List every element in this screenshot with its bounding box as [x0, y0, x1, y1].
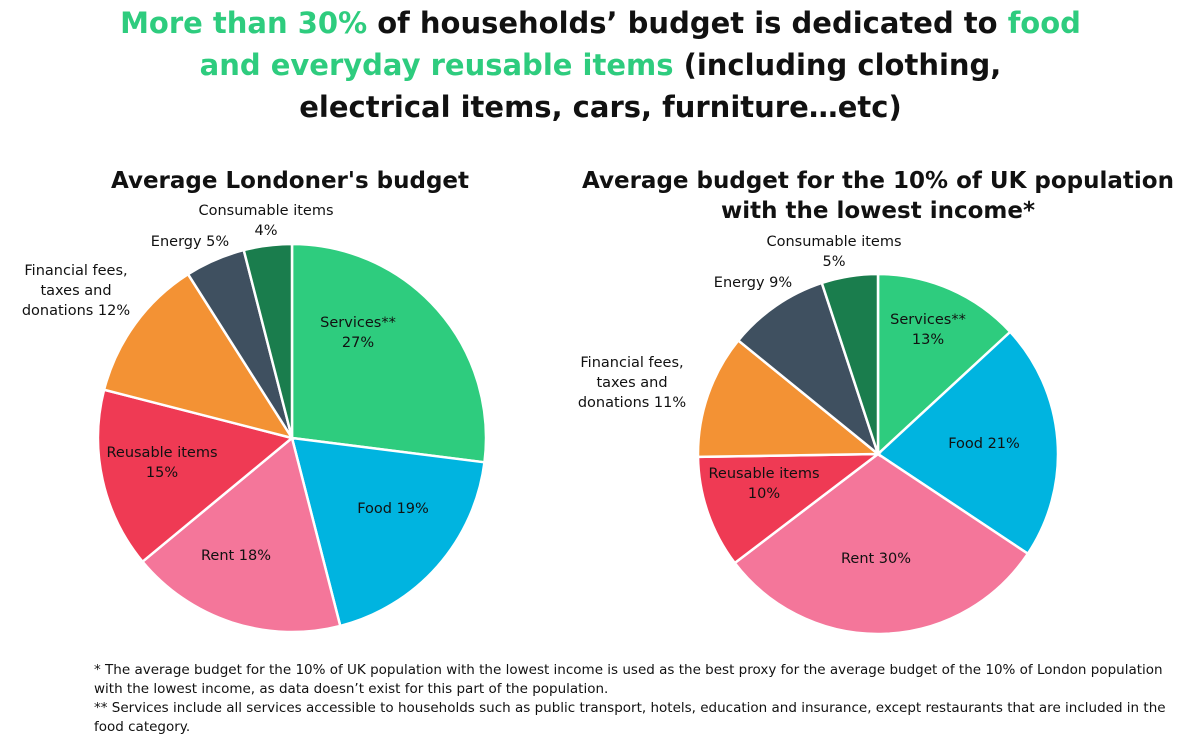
headline-line-1: More than 30% of households’ budget is d… [0, 2, 1201, 44]
pie-slice-rent [140, 435, 342, 634]
pie-slice-consumable [820, 272, 880, 455]
headline: More than 30% of households’ budget is d… [0, 2, 1201, 128]
pie-slice-reusable [696, 452, 882, 565]
headline-highlight-3: and everyday reusable items [199, 48, 674, 82]
slice-label-financial: Financial fees, taxes and donations 12% [22, 263, 130, 319]
slice-label-consumable: Consumable items 4% [198, 203, 333, 239]
pie-slice-reusable [96, 388, 295, 564]
pie-chart-1: Services** 27% Food 19% Rent 18% Reusable it… [22, 203, 488, 634]
slice-label-rent: Rent 18% [201, 548, 271, 564]
chart-title-line-2: with the lowest income* [721, 198, 1035, 224]
headline-text-3: electrical items, cars, furniture…etc) [299, 90, 902, 124]
slice-label-services: Services** 13% [890, 312, 966, 348]
slice-label-services: Services** 27% [320, 315, 396, 351]
chart-title-line-1: Average budget for the 10% of UK populat… [582, 168, 1174, 194]
footnote-lowest-income: * The average budget for the 10% of UK p… [94, 662, 1163, 697]
pie-slice-services [876, 272, 1012, 457]
pie-slice-food [875, 330, 1060, 556]
headline-text-2: (including clothing, [673, 48, 1002, 82]
pie-slice-financial [696, 338, 882, 459]
slice-label-financial: Financial fees, taxes and donations 11% [578, 355, 686, 411]
pie-chart-2: Services** 13% Food 21% Rent 30% Reusable it… [578, 234, 1060, 636]
headline-highlight-2: food [1007, 6, 1081, 40]
slice-label-rent: Rent 30% [841, 551, 911, 567]
pie-slice-consumable [242, 242, 294, 439]
headline-line-2: and everyday reusable items (including c… [0, 44, 1201, 86]
chart-title-lowest-income: Average budget for the 10% of UK populat… [578, 166, 1178, 226]
headline-line-3: electrical items, cars, furniture…etc) [0, 86, 1201, 128]
pie-slice-food [290, 436, 486, 628]
slice-label-reusable: Reusable items 15% [106, 445, 217, 481]
slice-label-food: Food 19% [357, 501, 429, 517]
chart-title-londoner: Average Londoner's budget [110, 168, 470, 194]
slice-label-consumable: Consumable items 5% [766, 234, 901, 270]
headline-highlight-1: More than 30% [120, 6, 368, 40]
pie-slice-financial [102, 272, 295, 440]
headline-text-1: of households’ budget is dedicated to [367, 6, 1008, 40]
slice-label-food: Food 21% [948, 436, 1020, 452]
pie-slice-rent [733, 452, 1030, 636]
footnote-services: ** Services include all services accessi… [94, 700, 1166, 735]
pie-slice-energy [736, 281, 881, 458]
slice-label-energy: Energy 5% [151, 234, 229, 250]
pie-slice-services [290, 242, 488, 464]
slice-label-reusable: Reusable items 10% [708, 466, 819, 502]
slice-label-energy: Energy 9% [714, 275, 792, 291]
